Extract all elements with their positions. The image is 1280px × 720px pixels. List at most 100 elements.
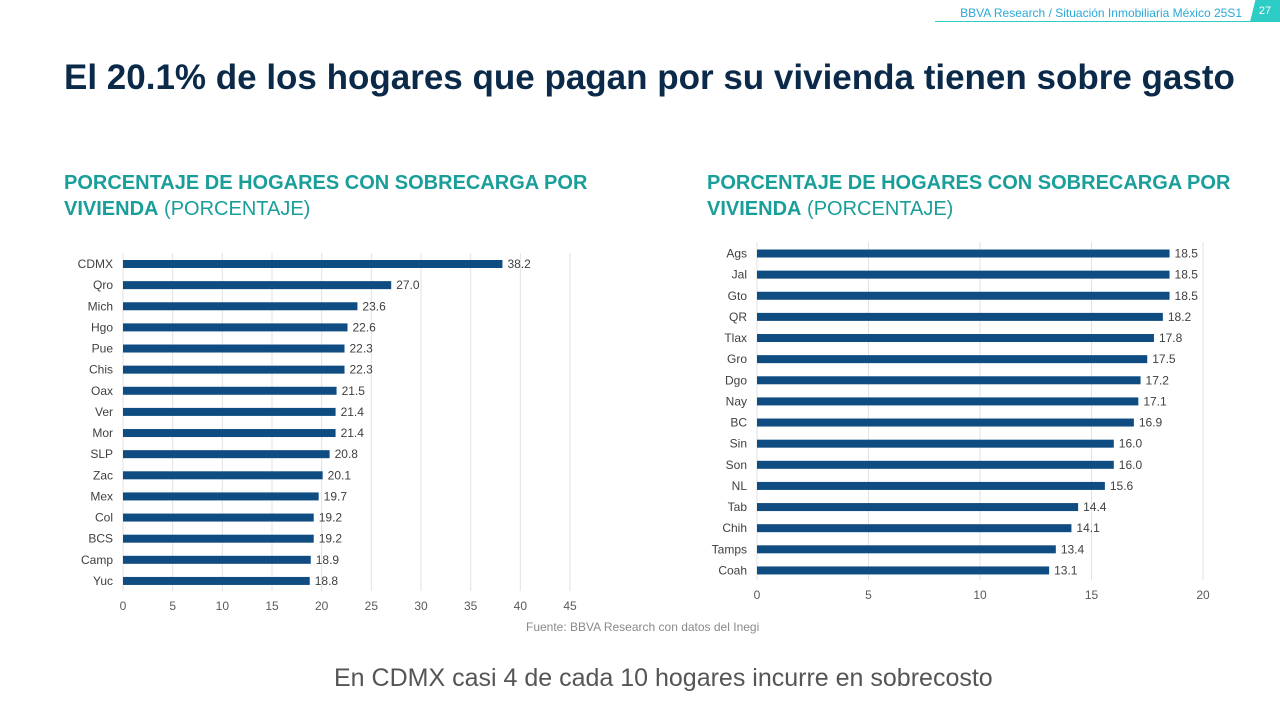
right-x-tick-label: 5 — [865, 588, 872, 602]
right-category-label: Gto — [728, 289, 748, 303]
left-value-label: 27.0 — [396, 278, 420, 292]
right-category-label: Tlax — [724, 331, 747, 345]
right-bar — [757, 312, 1163, 321]
right-category-label: Son — [726, 458, 747, 472]
left-value-label: 19.7 — [324, 489, 348, 503]
left-x-tick-label: 10 — [216, 599, 230, 613]
left-bar — [123, 471, 323, 480]
right-value-label: 13.4 — [1061, 542, 1085, 556]
right-value-label: 18.5 — [1175, 247, 1199, 261]
right-category-label: BC — [730, 416, 747, 430]
left-bar — [123, 450, 330, 459]
left-chart-title-bold: PORCENTAJE DE HOGARES CON SOBRECARGA POR… — [64, 172, 588, 220]
left-category-label: Col — [95, 511, 113, 525]
left-x-tick-label: 40 — [514, 599, 528, 613]
left-value-label: 22.3 — [350, 363, 374, 377]
left-x-tick-label: 30 — [414, 599, 428, 613]
header-source-text: BBVA Research / Situación Inmobiliaria M… — [960, 6, 1242, 20]
header-rule — [935, 21, 1280, 22]
left-value-label: 19.2 — [319, 511, 343, 525]
left-bar — [123, 555, 311, 564]
right-value-label: 17.2 — [1146, 373, 1170, 387]
left-category-label: Zac — [93, 468, 113, 482]
right-category-label: Coah — [718, 563, 747, 577]
left-x-tick-label: 25 — [365, 599, 379, 613]
left-value-label: 18.9 — [316, 553, 340, 567]
left-chart-title: PORCENTAJE DE HOGARES CON SOBRECARGA POR… — [64, 170, 654, 222]
left-value-label: 23.6 — [362, 299, 386, 313]
left-category-label: Camp — [81, 553, 113, 567]
left-bar — [123, 534, 314, 543]
left-bar — [123, 513, 314, 522]
right-category-label: Chih — [722, 521, 747, 535]
right-value-label: 14.1 — [1076, 521, 1100, 535]
right-category-label: QR — [729, 310, 747, 324]
right-chart-title-unit: (PORCENTAJE) — [807, 198, 954, 220]
right-bar — [757, 460, 1114, 469]
left-value-label: 22.6 — [352, 320, 376, 334]
left-x-tick-label: 5 — [169, 599, 176, 613]
left-category-label: Oax — [91, 384, 113, 398]
left-category-label: Pue — [92, 342, 114, 356]
right-value-label: 18.5 — [1175, 289, 1199, 303]
left-category-label: SLP — [90, 447, 113, 461]
left-bar — [123, 576, 310, 585]
right-category-label: Tab — [728, 500, 748, 514]
right-bar — [757, 376, 1141, 385]
left-bar — [123, 281, 392, 290]
left-x-tick-label: 0 — [120, 599, 127, 613]
left-value-label: 20.1 — [328, 468, 352, 482]
left-value-label: 38.2 — [507, 257, 531, 271]
right-category-label: Dgo — [725, 373, 747, 387]
left-bar — [123, 386, 337, 395]
left-bar — [123, 492, 319, 501]
left-bar — [123, 260, 503, 268]
left-bar — [123, 407, 336, 416]
right-bar — [757, 270, 1170, 279]
left-bar — [123, 323, 348, 332]
right-bar — [757, 291, 1170, 300]
footer-text: En CDMX casi 4 de cada 10 hogares incurr… — [334, 664, 993, 692]
right-category-label: Tamps — [712, 542, 747, 556]
right-bar — [757, 439, 1114, 448]
left-x-tick-label: 20 — [315, 599, 329, 613]
right-value-label: 17.5 — [1152, 352, 1176, 366]
right-bar — [757, 545, 1056, 554]
right-value-label: 16.9 — [1139, 416, 1163, 430]
left-category-label: Mich — [88, 299, 113, 313]
right-x-tick-label: 20 — [1196, 588, 1210, 602]
right-category-label: NL — [732, 479, 748, 493]
left-value-label: 21.4 — [341, 426, 365, 440]
left-value-label: 22.3 — [350, 342, 374, 356]
right-value-label: 16.0 — [1119, 458, 1143, 472]
right-value-label: 14.4 — [1083, 500, 1107, 514]
left-category-label: Chis — [89, 363, 113, 377]
right-category-label: Sin — [730, 437, 747, 451]
left-x-tick-label: 45 — [563, 599, 577, 613]
left-value-label: 19.2 — [319, 532, 343, 546]
right-bar — [757, 503, 1079, 512]
right-value-label: 13.1 — [1054, 563, 1078, 577]
right-x-tick-label: 15 — [1085, 588, 1099, 602]
right-x-tick-label: 10 — [973, 588, 987, 602]
left-category-label: CDMX — [78, 257, 113, 271]
right-bar — [757, 397, 1139, 406]
right-x-tick-label: 0 — [754, 588, 761, 602]
right-chart-title: PORCENTAJE DE HOGARES CON SOBRECARGA POR… — [707, 170, 1280, 222]
left-x-tick-label: 35 — [464, 599, 478, 613]
right-bar — [757, 334, 1154, 343]
right-value-label: 18.2 — [1168, 310, 1192, 324]
left-x-tick-label: 15 — [265, 599, 279, 613]
right-value-label: 16.0 — [1119, 437, 1143, 451]
right-value-label: 17.1 — [1143, 394, 1167, 408]
left-chart-title-unit: (PORCENTAJE) — [164, 198, 311, 220]
right-chart-title-bold: PORCENTAJE DE HOGARES CON SOBRECARGA POR… — [707, 172, 1231, 220]
left-value-label: 18.8 — [315, 574, 339, 588]
right-bar — [757, 249, 1170, 258]
left-category-label: Mor — [92, 426, 113, 440]
left-bar — [123, 302, 358, 311]
page-number-badge: 27 — [1250, 0, 1280, 22]
left-value-label: 21.4 — [341, 405, 365, 419]
